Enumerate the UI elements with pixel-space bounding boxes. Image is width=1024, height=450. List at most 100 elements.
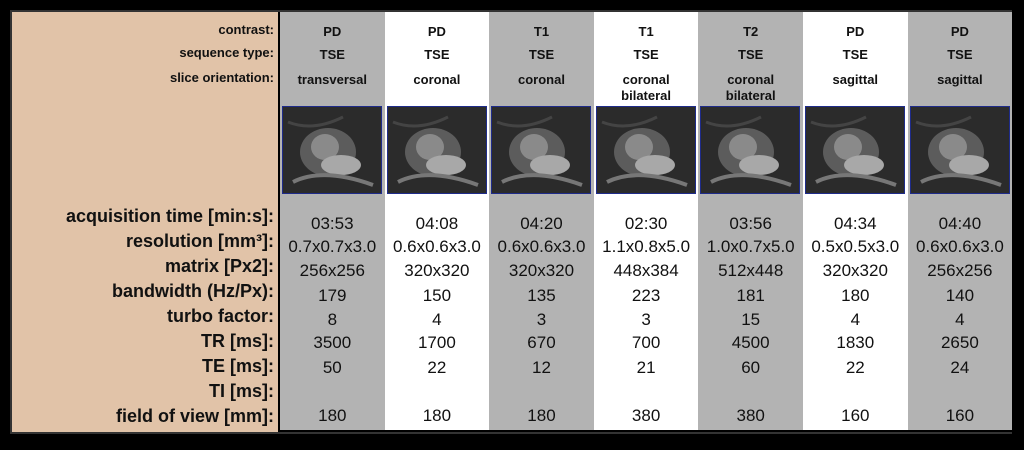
field-of-view-value: 160 — [945, 406, 975, 425]
protocol-column-1: PD TSE transversal 03:53 0.7x0.7x3.0 256… — [280, 12, 385, 430]
te-value: 60 — [741, 358, 761, 377]
field-of-view-value: 380 — [736, 406, 765, 425]
resolution-value: 1.1x0.8x5.0 — [602, 237, 691, 256]
turbo-factor-value: 3 — [536, 310, 547, 329]
tr-value: 2650 — [940, 333, 979, 352]
orientation-value: coronal — [727, 72, 775, 87]
te-value: 50 — [322, 358, 342, 377]
resolution-value: 0.5x0.5x3.0 — [811, 237, 900, 256]
matrix-value: 320x320 — [822, 261, 888, 280]
bandwidth-value: 179 — [318, 286, 347, 305]
orientation-line2-value: bilateral — [621, 88, 672, 103]
label-contrast: contrast: — [218, 22, 274, 37]
row-labels-panel: contrast: sequence type: slice orientati… — [12, 12, 278, 432]
sequence-value: TSE — [319, 47, 345, 62]
protocol-column-6: PD TSE sagittal 04:34 0.5x0.5x3.0 320x32… — [803, 12, 908, 430]
matrix-value: 512x448 — [718, 261, 784, 280]
mri-thumbnail-image — [491, 106, 592, 194]
acquisition-time-value: 04:08 — [415, 214, 459, 233]
mri-thumbnail-image — [595, 106, 696, 194]
matrix-value: 256x256 — [927, 261, 993, 280]
acquisition-time-value: 02:30 — [624, 214, 668, 233]
tr-value: 4500 — [731, 333, 770, 352]
turbo-factor-value: 4 — [955, 310, 965, 329]
turbo-factor-value: 8 — [327, 310, 338, 329]
tr-value: 1830 — [836, 333, 875, 352]
resolution-value: 0.7x0.7x3.0 — [288, 237, 377, 256]
matrix-value: 320x320 — [404, 261, 470, 280]
acquisition-time-value: 03:56 — [729, 214, 772, 233]
sequence-value: TSE — [424, 47, 450, 62]
field-of-view-value: 180 — [422, 406, 452, 425]
label-ti: TI [ms]: — [209, 381, 274, 401]
label-bandwidth: bandwidth (Hz/Px): — [112, 281, 274, 301]
turbo-factor-value: 15 — [741, 310, 761, 329]
protocol-column-2: PD TSE coronal 04:08 0.6x0.6x3.0 320x320… — [384, 12, 490, 430]
resolution-value: 0.6x0.6x3.0 — [915, 237, 1004, 256]
protocol-column-4: T1 TSE coronal bilateral 02:30 1.1x0.8x5… — [593, 12, 699, 430]
sequence-value: TSE — [528, 47, 555, 62]
tr-value: 1700 — [417, 333, 456, 352]
orientation-value: transversal — [297, 72, 367, 87]
matrix-value: 320x320 — [508, 261, 575, 280]
tr-value: 670 — [527, 333, 556, 352]
acquisition-time-value: 04:34 — [834, 214, 877, 233]
contrast-value: PD — [846, 24, 865, 39]
label-te: TE [ms]: — [202, 356, 274, 376]
te-value: 22 — [845, 358, 865, 377]
acquisition-time-value: 03:53 — [311, 214, 354, 233]
label-resolution: resolution [mm³]: — [126, 231, 274, 251]
mri-thumbnail-image — [386, 106, 487, 194]
label-field-of-view: field of view [mm]: — [115, 406, 274, 426]
label-slice-orientation: slice orientation: — [169, 70, 274, 85]
mri-thumbnail-image — [282, 106, 382, 194]
protocol-column-5: T2 TSE coronal bilateral 03:56 1.0x0.7x5… — [698, 12, 803, 430]
tr-value: 3500 — [313, 333, 352, 352]
tr-value: 700 — [631, 333, 661, 352]
resolution-value: 1.0x0.7x5.0 — [706, 237, 795, 256]
orientation-value: sagittal — [832, 72, 879, 87]
bandwidth-value: 180 — [841, 286, 870, 305]
label-sequence-type: sequence type: — [179, 45, 274, 60]
orientation-value: coronal — [622, 72, 670, 87]
turbo-factor-value: 4 — [850, 310, 861, 329]
resolution-value: 0.6x0.6x3.0 — [392, 237, 481, 256]
label-tr: TR [ms]: — [201, 331, 274, 351]
contrast-value: T1 — [533, 24, 550, 39]
bandwidth-value: 135 — [527, 286, 556, 305]
bandwidth-value: 181 — [736, 286, 765, 305]
protocol-column-7: PD TSE sagittal 04:40 0.6x0.6x3.0 256x25… — [907, 12, 1013, 430]
turbo-factor-value: 4 — [432, 310, 442, 329]
acquisition-time-value: 04:20 — [520, 214, 563, 233]
contrast-value: T2 — [743, 24, 759, 39]
mri-thumbnail-image — [805, 106, 905, 194]
contrast-value: PD — [323, 24, 342, 39]
mri-thumbnail-image — [909, 106, 1010, 194]
matrix-value: 448x384 — [613, 261, 679, 280]
acquisition-time-value: 04:40 — [938, 214, 982, 233]
contrast-value: PD — [950, 24, 969, 39]
mri-thumbnail-image — [700, 106, 801, 194]
contrast-value: PD — [427, 24, 446, 39]
field-of-view-value: 180 — [527, 406, 556, 425]
te-value: 12 — [532, 358, 551, 377]
resolution-value: 0.6x0.6x3.0 — [497, 237, 586, 256]
orientation-value: coronal — [413, 72, 461, 87]
bandwidth-value: 140 — [945, 286, 975, 305]
turbo-factor-value: 3 — [641, 310, 651, 329]
field-of-view-value: 180 — [318, 406, 347, 425]
bandwidth-value: 223 — [631, 286, 661, 305]
matrix-value: 256x256 — [299, 261, 365, 280]
te-value: 21 — [636, 358, 656, 377]
label-matrix: matrix [Px2]: — [164, 256, 274, 276]
orientation-value: coronal — [518, 72, 565, 87]
label-acquisition-time: acquisition time [min:s]: — [65, 206, 274, 226]
sequence-value: TSE — [842, 47, 868, 62]
protocol-column-3: T1 TSE coronal 04:20 0.6x0.6x3.0 320x320… — [489, 12, 594, 430]
contrast-value: T1 — [638, 24, 654, 39]
orientation-line2-value: bilateral — [725, 88, 776, 103]
field-of-view-value: 380 — [631, 406, 661, 425]
label-turbo-factor: turbo factor: — [167, 306, 274, 326]
protocol-columns: PD TSE transversal 03:53 0.7x0.7x3.0 256… — [278, 12, 1013, 432]
field-of-view-value: 160 — [841, 406, 870, 425]
